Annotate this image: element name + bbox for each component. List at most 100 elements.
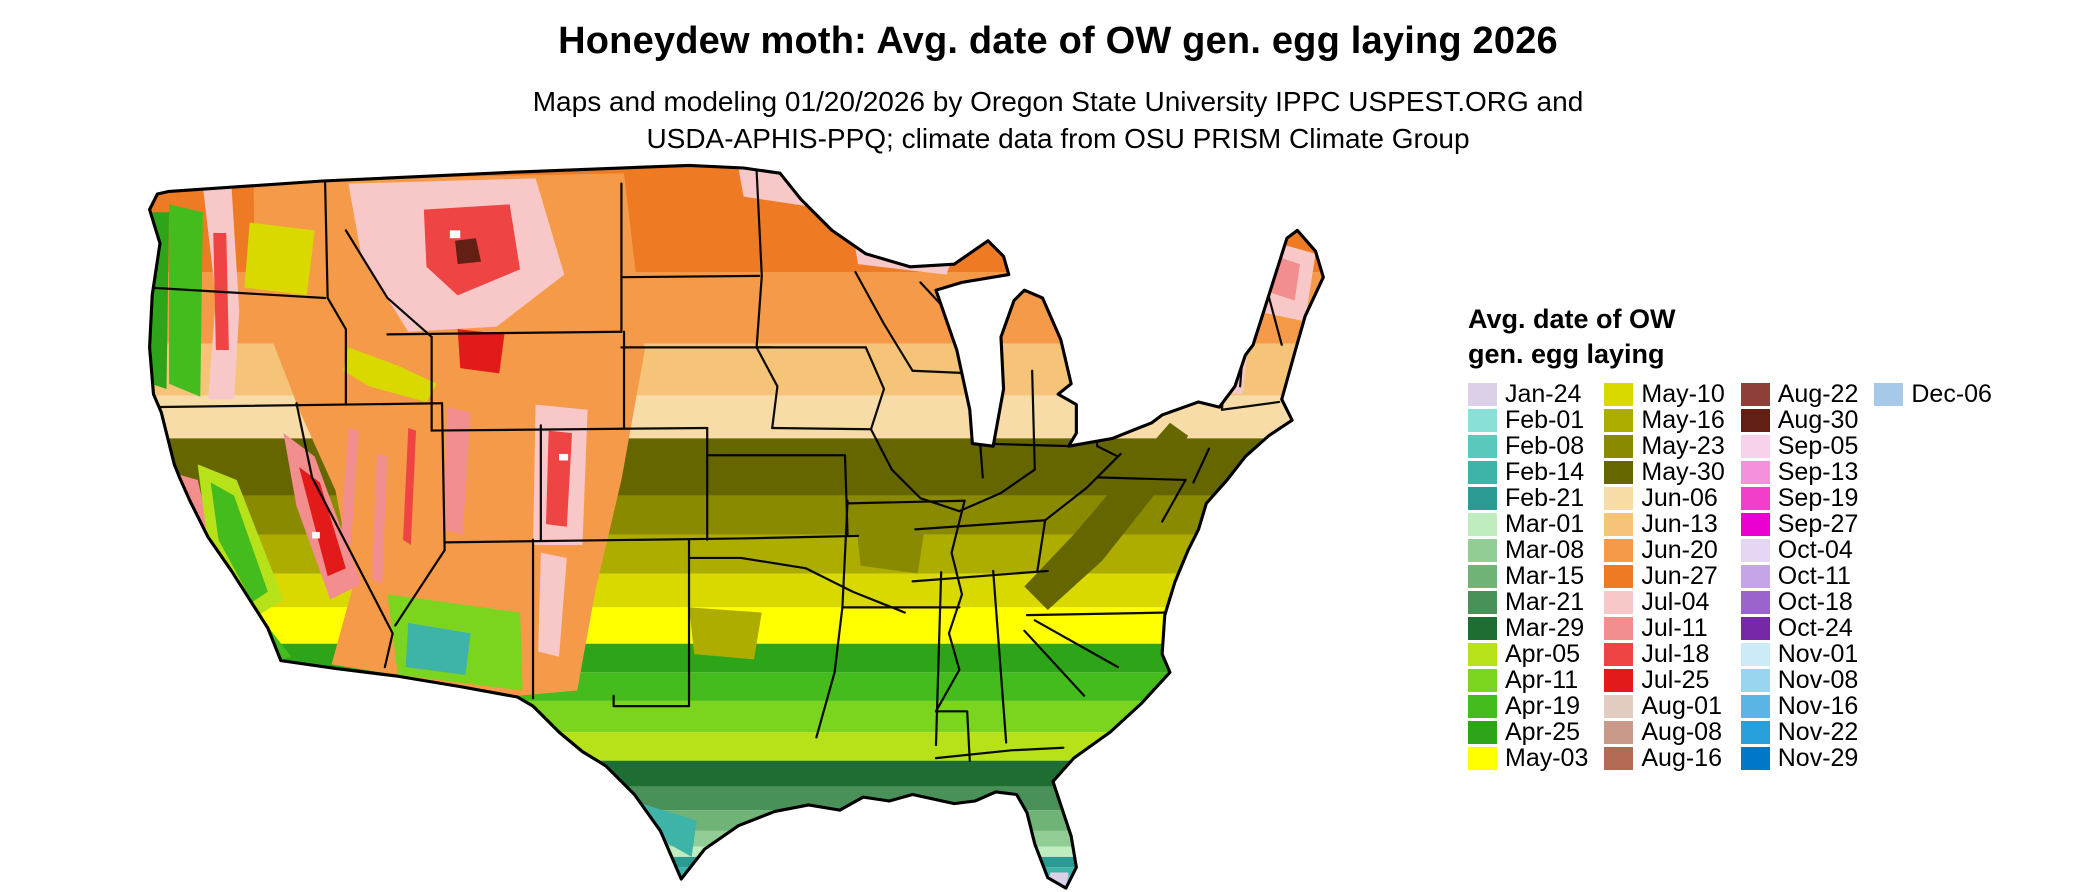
- legend-label: Jan-24: [1505, 380, 1582, 409]
- legend-item: Apr-19: [1468, 692, 1588, 720]
- map-fill: [149, 165, 1324, 889]
- legend-item: Mar-15: [1468, 562, 1588, 590]
- legend-item: May-23: [1604, 432, 1725, 460]
- legend-item: Feb-08: [1468, 432, 1588, 461]
- map-band: [149, 830, 1324, 847]
- legend-swatch: [1604, 747, 1634, 771]
- legend-item: Apr-25: [1468, 718, 1588, 747]
- legend-label: May-10: [1641, 380, 1725, 409]
- map-region-nm-mountains: [538, 552, 567, 657]
- map-region-basin-range: [340, 427, 359, 545]
- legend-swatch: [1468, 591, 1497, 615]
- legend-swatch: [1468, 721, 1497, 745]
- legend-swatch: [1740, 747, 1770, 771]
- map-band: [149, 810, 1324, 831]
- legend-label: Nov-08: [1777, 666, 1859, 695]
- legend-item: Jul-11: [1604, 614, 1724, 642]
- legend-item: Mar-08: [1468, 536, 1588, 565]
- legend-item: Sep-19: [1740, 484, 1859, 513]
- legend-swatch: [1740, 487, 1770, 511]
- us-outline: [148, 163, 1325, 890]
- legend-swatch: [1468, 617, 1497, 641]
- map-region-appalachians: [1024, 422, 1189, 610]
- legend-item: Aug-22: [1740, 380, 1859, 409]
- legend-swatch: [1468, 461, 1497, 485]
- map-band: [149, 882, 1324, 889]
- legend-column: Jan-24 Feb-01 Feb-08 Feb-14 Feb-21 Mar-01 Mar-…: [1468, 380, 1588, 772]
- map-region-basin-range: [403, 427, 417, 545]
- map-region-columbia-basin: [244, 222, 315, 296]
- legend-item: Jul-25: [1604, 666, 1724, 695]
- legend-label: Sep-13: [1777, 458, 1859, 487]
- legend-swatch: [1604, 617, 1634, 641]
- legend-label: Nov-22: [1777, 718, 1859, 747]
- legend-swatch: [1468, 383, 1497, 407]
- legend-swatch: [1468, 695, 1497, 719]
- legend-label: Jun-27: [1641, 562, 1718, 591]
- map-region-snake-plain: [343, 347, 437, 402]
- legend-item: Aug-16: [1604, 744, 1724, 772]
- legend-label: Nov-01: [1777, 640, 1859, 669]
- map-region-central-valley-core: [210, 482, 268, 603]
- legend-swatch: [1740, 591, 1770, 615]
- legend-swatch: [1604, 591, 1634, 615]
- legend-label: Apr-25: [1505, 718, 1581, 747]
- legend-label: Mar-21: [1505, 588, 1585, 617]
- legend-swatch: [1604, 461, 1634, 485]
- map-band: [149, 760, 1324, 787]
- legend-item: May-30: [1604, 458, 1725, 486]
- legend-label: Mar-01: [1505, 510, 1585, 539]
- state-borders: [149, 169, 1283, 762]
- map-band: [149, 786, 1324, 811]
- legend-item: Jul-18: [1604, 640, 1724, 669]
- legend-swatch: [1604, 513, 1634, 537]
- legend-item: Jan-24: [1468, 380, 1588, 409]
- legend-label: Feb-14: [1505, 458, 1585, 487]
- legend-item: Sep-27: [1740, 510, 1858, 538]
- legend-swatch: [1604, 435, 1634, 459]
- legend-label: Aug-01: [1641, 692, 1722, 721]
- map-band: [149, 846, 1324, 857]
- legend-label: Jul-04: [1641, 588, 1710, 617]
- legend-label: Jun-06: [1641, 484, 1718, 513]
- legend-label: Jun-20: [1641, 536, 1718, 565]
- legend-label: May-16: [1641, 406, 1725, 435]
- legend-label: Mar-08: [1505, 536, 1585, 565]
- legend-item: Nov-01: [1740, 640, 1859, 669]
- legend-label: Oct-11: [1777, 562, 1851, 591]
- subtitle-line-1: Maps and modeling 01/20/2026 by Oregon S…: [532, 86, 1584, 117]
- legend-item: Nov-29: [1740, 744, 1859, 772]
- legend-label: Aug-22: [1777, 380, 1859, 409]
- subtitle-line-2: USDA-APHIS-PPQ; climate data from OSU PR…: [646, 122, 1470, 154]
- legend-item: Oct-11: [1740, 562, 1859, 591]
- legend-label: Oct-18: [1777, 588, 1853, 617]
- legend-label: Mar-29: [1505, 614, 1585, 643]
- legend-swatch: [1468, 409, 1497, 433]
- legend-item: Sep-13: [1740, 458, 1859, 487]
- legend-item: Jun-20: [1604, 536, 1724, 565]
- legend-label: Sep-19: [1777, 484, 1859, 513]
- legend-item: Apr-05: [1468, 640, 1588, 668]
- legend-label: Feb-08: [1505, 432, 1585, 461]
- legend-label: Feb-01: [1505, 406, 1585, 435]
- legend-swatch: [1604, 669, 1634, 693]
- map-band: [149, 875, 1324, 883]
- legend-label: Jul-18: [1641, 640, 1710, 669]
- legend-label: Jul-25: [1641, 666, 1710, 695]
- legend-label: Nov-16: [1777, 692, 1859, 721]
- legend-swatch: [1740, 617, 1770, 641]
- legend-swatch: [1604, 695, 1634, 719]
- legend-swatch: [1468, 539, 1497, 563]
- map-speckle: [312, 531, 320, 539]
- legend-swatch: [1604, 565, 1634, 589]
- legend-swatch: [1468, 513, 1497, 537]
- map-band: [149, 672, 1324, 701]
- legend-item: Sep-05: [1740, 432, 1858, 460]
- legend-item: Jun-06: [1604, 484, 1724, 513]
- map-band: [149, 700, 1324, 733]
- map-band: [149, 867, 1324, 876]
- map-region-high-peaks: [455, 238, 482, 265]
- legend-label: Oct-24: [1777, 614, 1853, 643]
- legend-swatch: [1740, 643, 1770, 667]
- legend-column: Dec-06: [1874, 380, 1992, 408]
